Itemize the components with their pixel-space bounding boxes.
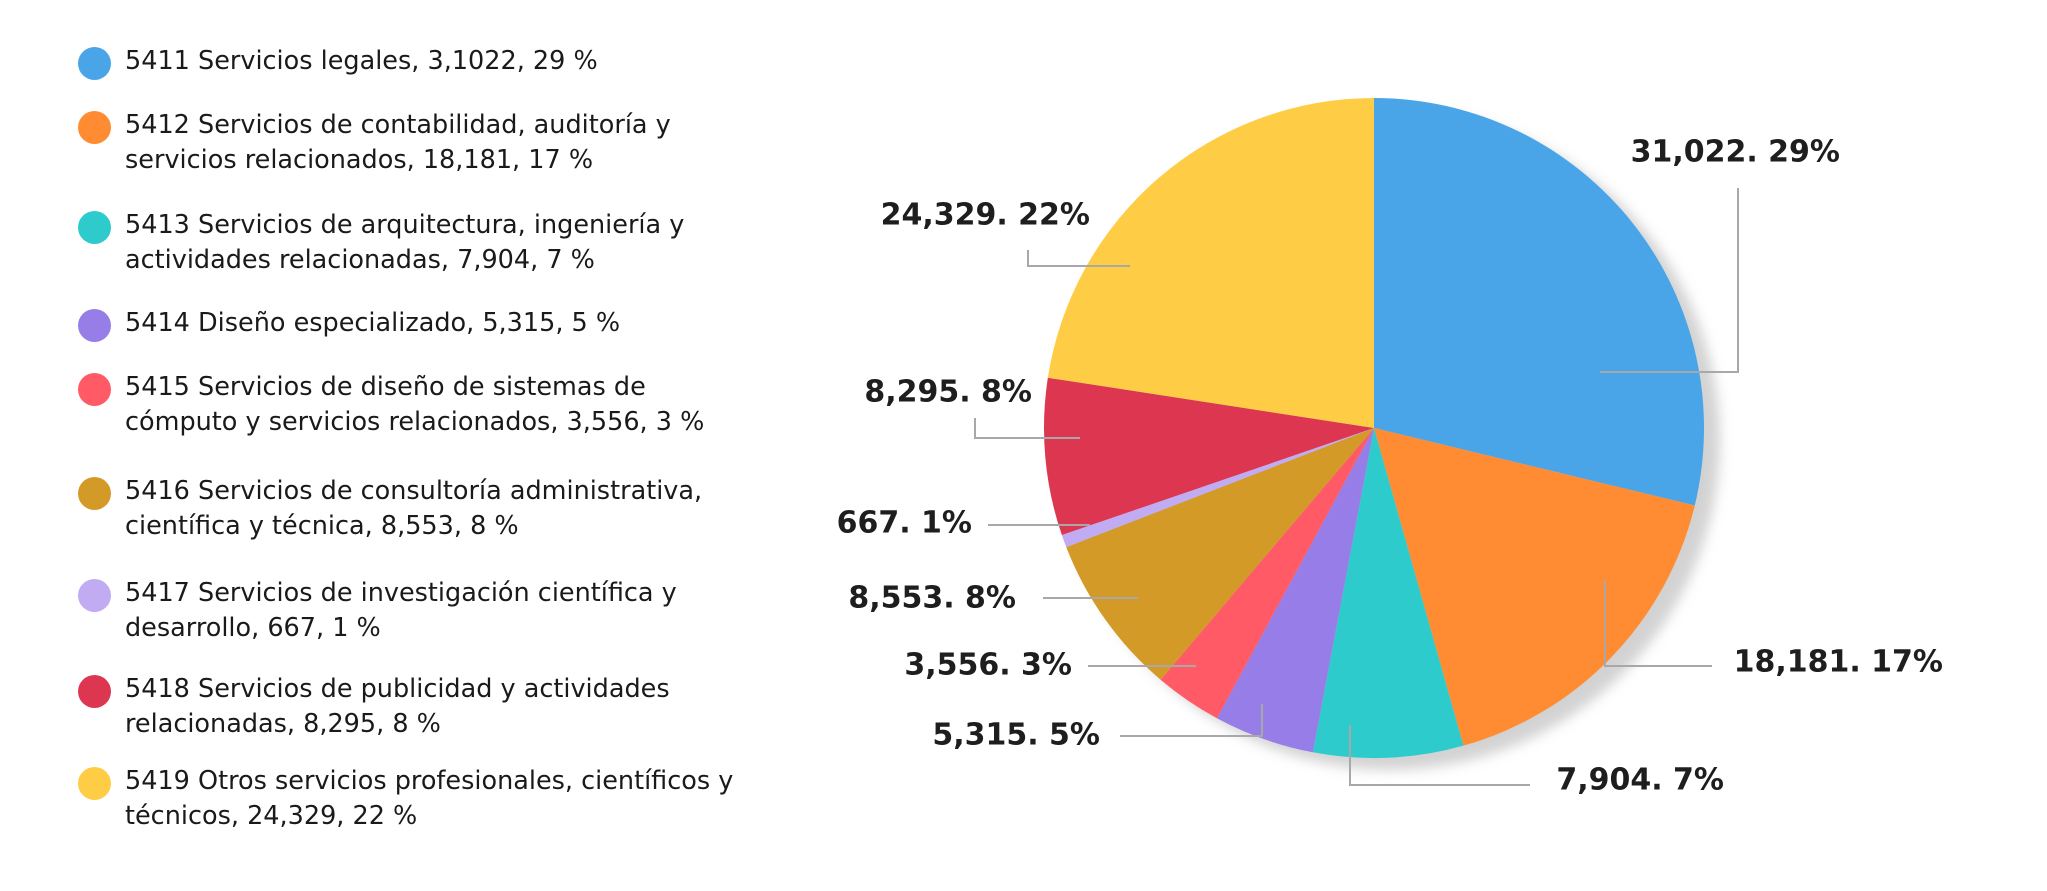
pie-slice-5417 [1061, 428, 1374, 548]
legend-label-5412: 5412 Servicios de contabilidad, auditorí… [125, 110, 671, 175]
pie-slice-5418 [1044, 377, 1374, 536]
legend-item-5417: 5417 Servicios de investigación científi… [78, 576, 765, 646]
leader-line-5414 [1120, 704, 1263, 737]
legend-swatch-5413 [78, 211, 111, 244]
legend-swatch-5412 [78, 111, 111, 144]
leader-line-5412 [1604, 580, 1712, 667]
pie-slice-5411 [1374, 97, 1705, 506]
legend-item-5419: 5419 Otros servicios profesionales, cien… [78, 764, 765, 834]
slice-label-5419: 24,329. 22% [881, 198, 1090, 233]
legend-label-5413: 5413 Servicios de arquitectura, ingenier… [125, 210, 685, 275]
legend-item-5415: 5415 Servicios de diseño de sistemas de … [78, 370, 765, 440]
slice-label-5412: 18,181. 17% [1734, 645, 1943, 680]
legend-label-5414: 5414 Diseño especializado, 5,315, 5 % [125, 308, 621, 338]
legend-swatch-5414 [78, 309, 111, 342]
legend-swatch-5417 [78, 579, 111, 612]
leader-line-5418 [974, 418, 1080, 439]
leader-line-5411 [1600, 188, 1739, 373]
slice-label-5418: 8,295. 8% [864, 375, 1032, 410]
legend-item-5413: 5413 Servicios de arquitectura, ingenier… [78, 208, 765, 278]
legend-label-5415: 5415 Servicios de diseño de sistemas de … [125, 372, 705, 437]
legend-label-5419: 5419 Otros servicios profesionales, cien… [125, 766, 734, 831]
leader-line-5413 [1349, 725, 1530, 786]
slice-label-5416: 8,553. 8% [848, 581, 1016, 616]
pie-slice-5416 [1066, 428, 1374, 680]
slice-label-5415: 3,556. 3% [904, 648, 1072, 683]
legend-item-5416: 5416 Servicios de consultoría administra… [78, 474, 765, 544]
slice-label-5417: 667. 1% [837, 506, 972, 541]
legend-item-5411: 5411 Servicios legales, 3,1022, 29 % [78, 44, 765, 80]
slice-label-5411: 31,022. 29% [1631, 135, 1840, 170]
legend-item-5418: 5418 Servicios de publicidad y actividad… [78, 672, 765, 742]
pie-slice-5412 [1374, 428, 1695, 746]
legend-item-5412: 5412 Servicios de contabilidad, auditorí… [78, 108, 765, 178]
legend-item-5414: 5414 Diseño especializado, 5,315, 5 % [78, 306, 765, 342]
slice-labels: 31,022. 29% 18,181. 17% 7,904. 7% 5,315. 5%… [837, 135, 1943, 798]
legend-swatch-5418 [78, 675, 111, 708]
slice-label-5414: 5,315. 5% [932, 718, 1100, 753]
legend-label-5411: 5411 Servicios legales, 3,1022, 29 % [125, 46, 598, 76]
legend-label-5417: 5417 Servicios de investigación científi… [125, 578, 677, 643]
legend-swatch-5419 [78, 767, 111, 800]
legend-label-5418: 5418 Servicios de publicidad y actividad… [125, 674, 670, 739]
legend-swatch-5416 [78, 477, 111, 510]
pie-slice-5419 [1047, 98, 1374, 428]
legend-label-5416: 5416 Servicios de consultoría administra… [125, 476, 703, 541]
pie-slice-5414 [1216, 428, 1374, 753]
legend-swatch-5415 [78, 373, 111, 406]
slice-label-5413: 7,904. 7% [1556, 763, 1724, 798]
leader-lines [974, 188, 1739, 786]
pie-slice-5413 [1312, 428, 1464, 758]
pie-slices [1044, 97, 1705, 758]
leader-line-5419 [1027, 250, 1130, 267]
legend-swatch-5411 [78, 47, 111, 80]
pie-slice-5415 [1160, 428, 1374, 719]
